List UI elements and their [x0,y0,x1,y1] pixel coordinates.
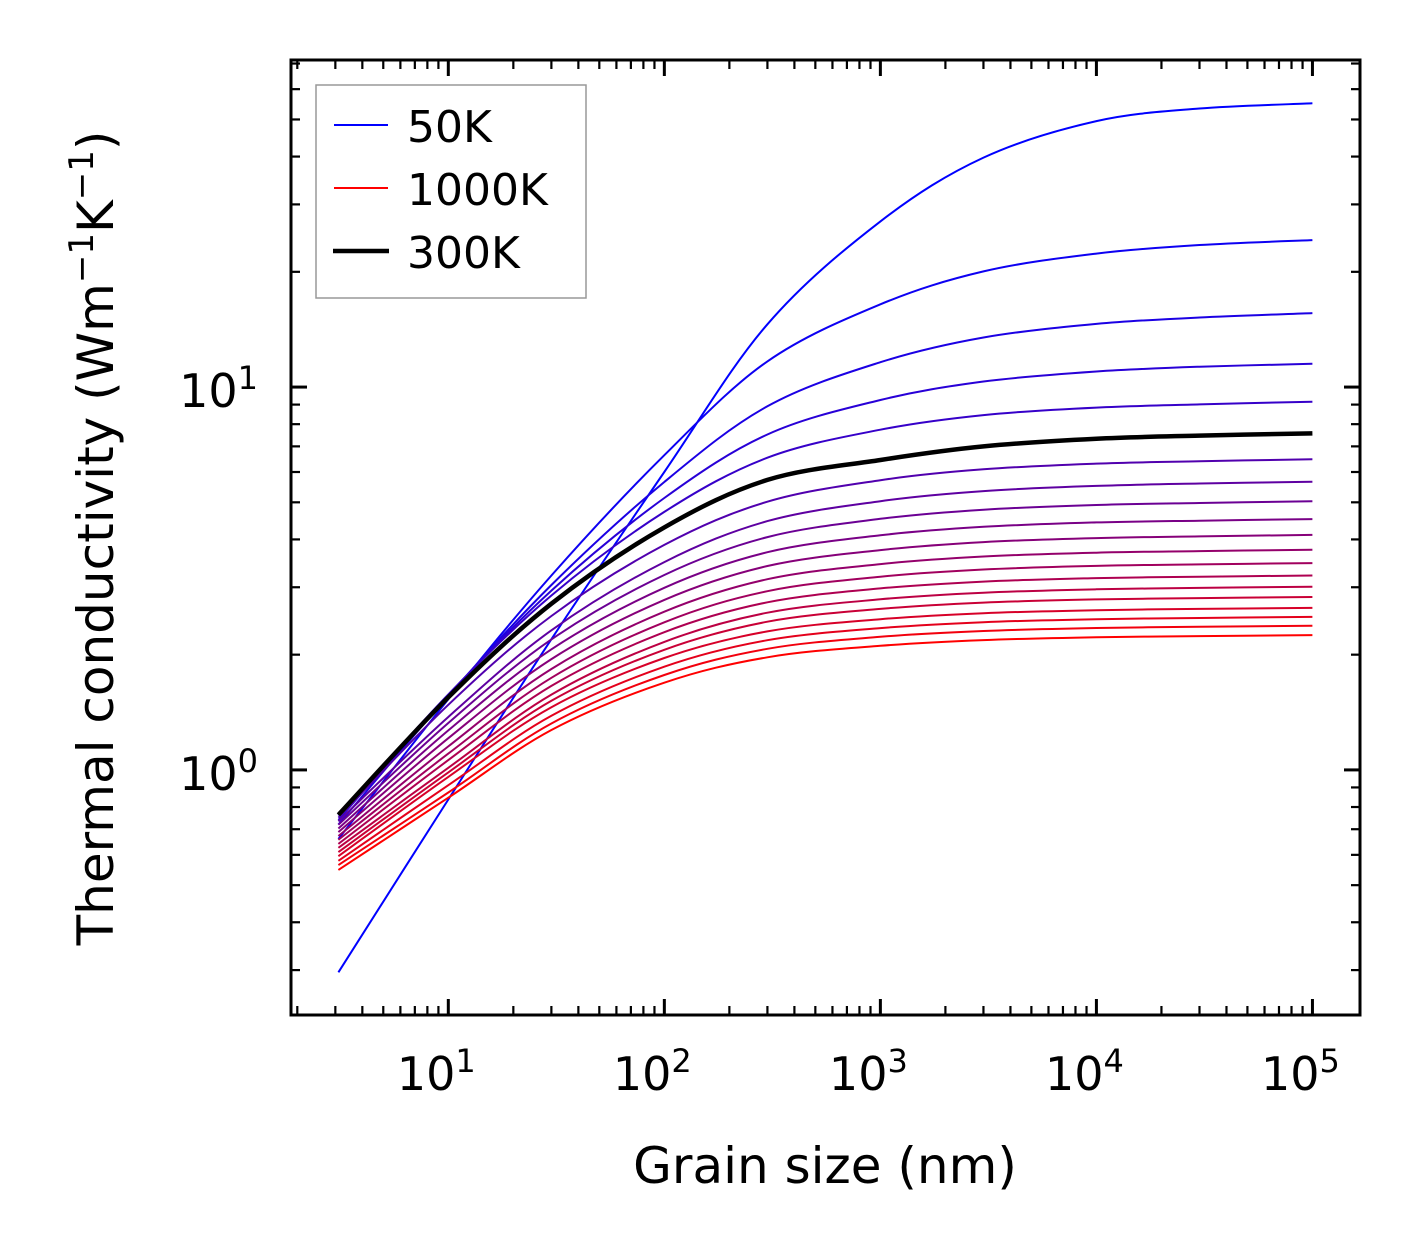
legend-label-1000k: 1000K [407,165,549,216]
curve-950k [337,624,1313,866]
x-tick-label: 101 [397,1042,476,1101]
y-tick-label-base: 10 [179,364,238,418]
major-ticks-group [291,60,1360,1015]
x-tick-label-base: 10 [613,1047,672,1101]
legend-label-50k: 50K [407,102,493,153]
y-tick-label-base: 10 [179,747,238,801]
curve-300k [336,431,1313,817]
y-axis-label: Thermal conductivity (Wm−1K−1) [62,131,125,947]
x-tick-label-base: 10 [397,1047,456,1101]
x-axis-label: Grain size (nm) [633,1137,1017,1195]
x-tick-label-base: 10 [829,1047,888,1101]
curve-450k [337,500,1313,826]
curve-800k [337,596,1313,853]
x-tick-label-exponent: 3 [887,1042,907,1080]
curve-700k [337,574,1313,845]
x-tick-label-exponent: 5 [1320,1042,1340,1080]
y-tick-label: 100 [179,742,258,801]
x-tick-label-exponent: 1 [455,1042,475,1080]
curve-500k [337,518,1313,830]
y-tick-label-exponent: 1 [238,359,258,397]
curve-600k [337,548,1313,837]
x-tick-label-exponent: 2 [671,1042,691,1080]
x-tick-label: 105 [1261,1042,1340,1101]
x-tick-label-base: 10 [1045,1047,1104,1101]
y-tick-label-exponent: 0 [238,742,258,780]
curve-900k [337,615,1313,862]
curve-650k [337,562,1313,841]
x-tick-label-base: 10 [1261,1047,1320,1101]
curve-350k [337,458,1313,819]
curve-1000k [337,634,1313,871]
y-axis-label-main: Thermal conductivity (Wm [67,283,125,946]
y-axis-label-sup1: −1 [62,233,102,283]
x-tick-label: 103 [829,1042,908,1101]
y-axis-label-mid: K [67,199,125,233]
plot-frame [289,58,1362,1017]
legend: 50K 1000K 300K [315,84,587,299]
legend-label-300k: 300K [407,228,521,279]
curve-250k [337,400,1313,817]
x-tick-label-exponent: 4 [1104,1042,1124,1080]
curve-550k [337,533,1313,833]
x-tick-label: 102 [613,1042,692,1101]
curve-850k [337,606,1313,858]
y-axis-label-sup2: −1 [62,150,102,200]
legend-box [315,84,587,299]
y-tick-label: 101 [179,359,258,418]
curve-750k [337,585,1313,849]
x-tick-label: 104 [1045,1042,1124,1101]
curve-400k [337,480,1313,823]
curves-group [336,102,1313,973]
y-axis-label-end: ) [67,131,125,151]
x-tick-labels: 101 102 103 104 105 [397,1042,1340,1101]
